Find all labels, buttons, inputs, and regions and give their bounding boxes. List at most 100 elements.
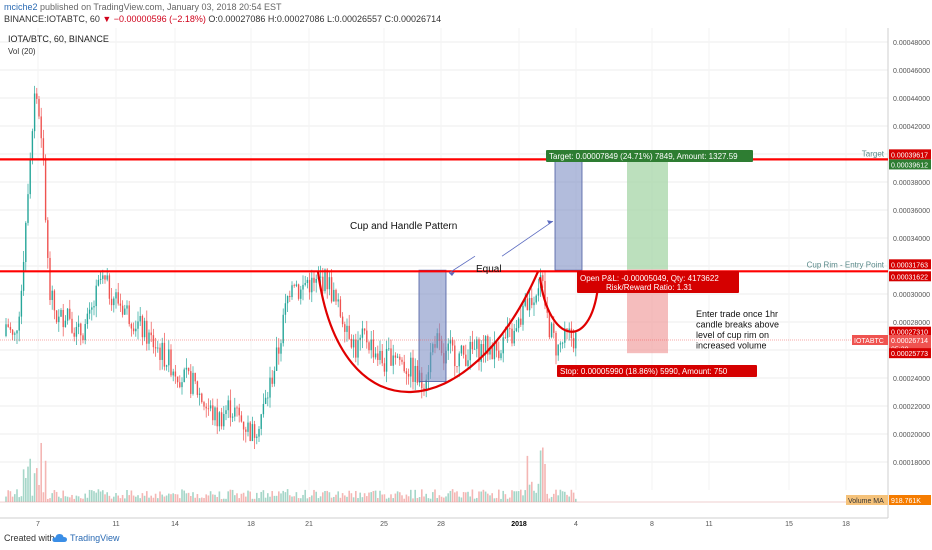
candle-body bbox=[66, 308, 69, 321]
volume-bar bbox=[346, 496, 348, 502]
price-chart[interactable]: 0.00048000 0.00046000 0.00044000 0.00042000… bbox=[0, 28, 932, 528]
candle-body bbox=[236, 407, 238, 409]
stop-label: Stop: 0.00005990 (18.86%) 5990, Amount: … bbox=[560, 367, 728, 376]
target-zone bbox=[627, 159, 668, 270]
volume-bar bbox=[421, 489, 423, 502]
volume-bar bbox=[73, 498, 75, 502]
candle-body bbox=[212, 405, 214, 421]
volume-bar bbox=[542, 447, 544, 502]
arrow-head bbox=[449, 272, 455, 276]
candle-body bbox=[53, 290, 56, 311]
volume-bar bbox=[42, 492, 45, 502]
candle-body bbox=[264, 397, 267, 404]
candle-body bbox=[214, 407, 216, 421]
volume-bar bbox=[319, 496, 322, 502]
price-badge-text: 0.00027310 bbox=[891, 330, 928, 337]
candle-body bbox=[399, 356, 401, 360]
candle-body bbox=[256, 436, 258, 438]
volume-bar bbox=[390, 494, 392, 502]
candle-body bbox=[216, 407, 218, 427]
volume-bar bbox=[352, 497, 355, 502]
chart-grid bbox=[0, 28, 888, 490]
candle-body bbox=[152, 335, 155, 348]
candle-body bbox=[473, 348, 476, 350]
candle-body bbox=[282, 314, 284, 344]
candle-body bbox=[506, 328, 509, 338]
candle-body bbox=[113, 298, 115, 306]
volume-bar bbox=[22, 469, 25, 502]
candle-body bbox=[201, 393, 203, 403]
volume-bar bbox=[47, 498, 49, 502]
candle-body bbox=[423, 388, 425, 390]
volume-bar bbox=[165, 495, 168, 502]
candle-body bbox=[124, 308, 126, 315]
candle-body bbox=[575, 332, 577, 349]
price-tick-label: 0.00028000 bbox=[893, 320, 930, 327]
candle-body bbox=[196, 381, 199, 395]
tradingview-brand[interactable]: TradingView bbox=[70, 533, 120, 543]
price-tick-label: 0.00048000 bbox=[893, 40, 930, 47]
candle-body bbox=[311, 277, 313, 293]
candle-body bbox=[86, 313, 89, 324]
price-tick-label: 0.00020000 bbox=[893, 432, 930, 439]
volume-bar bbox=[141, 493, 144, 502]
candle-body bbox=[471, 341, 474, 350]
candle-body bbox=[73, 332, 75, 337]
volume-bar bbox=[447, 493, 449, 502]
candle-body bbox=[194, 372, 196, 382]
volume-bar bbox=[443, 497, 445, 502]
candle-body bbox=[524, 298, 526, 306]
publisher-name[interactable]: mciche2 bbox=[4, 2, 38, 12]
candle-body bbox=[106, 275, 108, 280]
volume-bar bbox=[183, 490, 185, 502]
candles bbox=[5, 85, 577, 450]
candle-body bbox=[9, 326, 12, 330]
volume-bar bbox=[506, 498, 509, 502]
candle-body bbox=[205, 406, 207, 409]
volume-ma-label: Volume MA bbox=[848, 498, 884, 505]
candle-body bbox=[64, 320, 67, 328]
volume-bar bbox=[157, 498, 159, 502]
volume-bar bbox=[454, 492, 456, 502]
candle-body bbox=[344, 324, 346, 332]
candle-body bbox=[561, 342, 564, 344]
candle-body bbox=[271, 377, 273, 384]
volume-bar bbox=[124, 498, 126, 502]
volume-bar bbox=[159, 491, 161, 502]
time-tick-label: 25 bbox=[380, 521, 388, 528]
volume-bar bbox=[282, 490, 284, 502]
volume-bar bbox=[121, 494, 124, 502]
volume-bar bbox=[361, 497, 364, 502]
volume-bar bbox=[40, 442, 42, 502]
candle-body bbox=[553, 323, 555, 333]
arrow-head bbox=[547, 220, 553, 225]
candle-body bbox=[337, 299, 339, 302]
volume-bar bbox=[555, 489, 557, 502]
candle-body bbox=[5, 324, 7, 336]
candle-body bbox=[355, 339, 357, 358]
candle-body bbox=[537, 288, 540, 296]
volume-bar bbox=[201, 497, 203, 502]
volume-bar bbox=[260, 491, 262, 502]
volume-bar bbox=[190, 496, 192, 502]
volume-bar bbox=[469, 496, 471, 502]
candle-body bbox=[326, 269, 328, 290]
equal-label: Equal bbox=[476, 264, 502, 275]
volume-bar bbox=[341, 493, 344, 502]
candle-body bbox=[119, 303, 122, 306]
volume-bar bbox=[104, 494, 106, 502]
candle-body bbox=[174, 371, 177, 377]
candle-body bbox=[339, 299, 342, 317]
candle-body bbox=[451, 339, 454, 346]
volume-bar bbox=[91, 490, 93, 502]
volume-bar bbox=[491, 493, 493, 502]
volume-bar bbox=[16, 489, 18, 502]
symbol-line: BINANCE:IOTABTC, 60 bbox=[4, 14, 100, 24]
time-tick-label: 14 bbox=[171, 521, 179, 528]
candle-body bbox=[238, 407, 240, 416]
candle-body bbox=[278, 347, 280, 354]
candle-body bbox=[550, 323, 553, 338]
volume-bar bbox=[62, 490, 64, 502]
equal-arrow-right bbox=[501, 220, 554, 257]
time-tick-label: 4 bbox=[574, 521, 578, 528]
